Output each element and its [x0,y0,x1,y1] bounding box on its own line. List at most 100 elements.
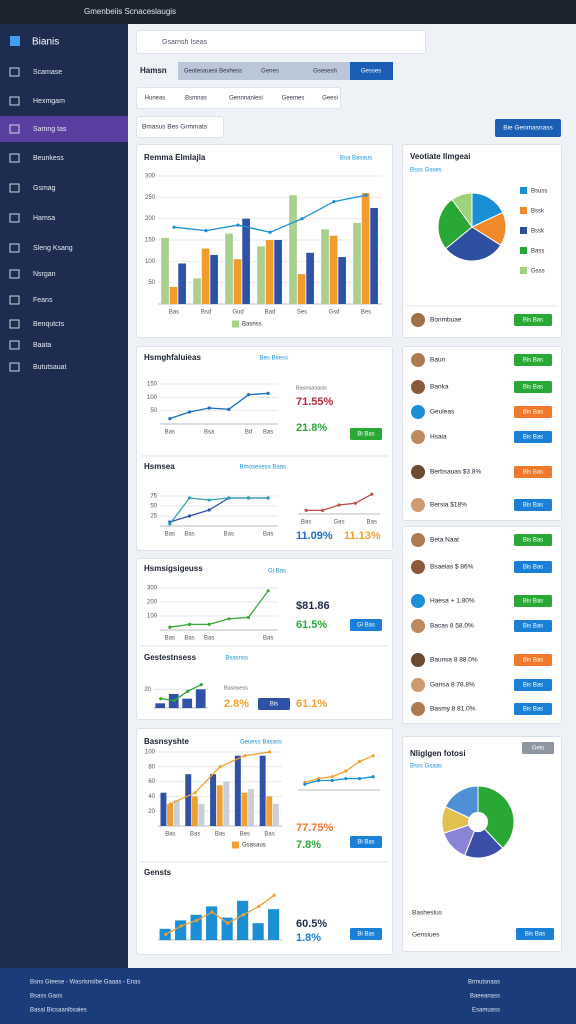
bar [190,914,202,940]
button[interactable] [514,466,552,478]
button[interactable] [350,836,382,848]
avatar [411,594,425,608]
pie-slice [445,226,502,262]
button[interactable] [514,314,552,326]
button-label[interactable]: Bis Bas [523,358,543,364]
stat-label: Basnsasasis [296,385,327,391]
bar [210,774,217,826]
button-label[interactable]: Bis Bas [523,538,543,544]
chart-link[interactable]: Bsss Gsses [410,168,442,174]
nav-item[interactable]: Hexmgam [33,98,65,105]
x-tick-label: Bas [184,532,194,538]
chart-title: Gestestnsess [144,653,197,662]
button[interactable] [514,354,552,366]
search-placeholder[interactable]: Gsarnsh Iseas [162,39,208,46]
footer-link[interactable]: Baeeanass [470,994,500,1000]
button[interactable] [514,534,552,546]
bar [185,774,192,826]
filter-box [136,116,224,138]
button-label[interactable]: Bis Bas [523,503,543,509]
button-label[interactable]: Bi Bas [357,840,374,846]
point [243,754,247,758]
point [266,391,270,395]
chart-link[interactable]: Geuess Basass [240,740,282,746]
tab[interactable]: Gsesesh [313,69,337,75]
tab[interactable]: Genes [261,69,279,75]
button[interactable] [514,703,552,715]
search-bar[interactable] [136,30,426,54]
nav-item[interactable]: Scamase [33,69,62,76]
button[interactable] [258,698,290,710]
button-label[interactable]: Bis Bas [523,683,543,689]
button-label[interactable]: Bis Bas [523,435,543,441]
button[interactable] [522,742,554,754]
button[interactable] [350,428,382,440]
button-label[interactable]: Bi Bas [357,432,374,438]
stat-value: 7.8% [296,839,321,851]
button[interactable] [514,620,552,632]
button[interactable] [514,381,552,393]
button-label[interactable]: Bis Bas [523,707,543,713]
nav-item[interactable]: Beunkess [33,155,64,162]
button-label[interactable]: Bis Bas [523,385,543,391]
button[interactable] [514,499,552,511]
filter[interactable]: Huneas [145,96,166,102]
chart-link[interactable]: Bsa Basaus [340,156,372,162]
button[interactable] [350,619,382,631]
button[interactable] [514,561,552,573]
chart-link[interactable]: Bmosesess Baas [240,465,286,471]
nav-item[interactable]: Benqutcts [33,321,65,328]
bar [225,233,233,304]
chart-link[interactable]: Bsss Gsaas [410,764,442,770]
button[interactable] [514,679,552,691]
nav-item[interactable]: Feans [33,297,53,304]
button-label[interactable]: Bis Bas [523,658,543,664]
filter[interactable]: Geesi [322,96,338,102]
button-label[interactable]: Bis Bas [523,565,543,571]
y-tick-label: 50 [148,280,155,286]
tab[interactable]: Gesses [361,69,381,75]
button-label[interactable]: Bis [270,702,278,708]
bar [274,240,282,304]
action-button-label[interactable]: Bie Genmasnass [503,125,553,132]
button[interactable] [514,431,552,443]
point [218,765,222,769]
nav-item[interactable]: Gsmag [33,185,56,192]
nav-item[interactable]: Sleng Ksang [33,245,73,252]
button-label[interactable]: Bis Bas [523,624,543,630]
chart-link[interactable]: Bes Bsess [260,356,288,362]
button-label[interactable]: Gi Bas [357,623,375,629]
nav-item[interactable]: Nsrgan [33,271,56,278]
avatar [411,678,425,692]
x-tick-label: Bd [245,430,252,436]
button-label[interactable]: Bi Bas [357,932,374,938]
button-label[interactable]: Bis Bas [525,932,545,938]
nav-item[interactable]: Bututsauat [33,364,67,371]
button-label[interactable]: Geis [532,746,544,752]
filter[interactable]: Gennnanlesi [229,96,263,102]
button-label[interactable]: Bis Bas [523,599,543,605]
filter[interactable]: Geemes [282,96,305,102]
bar [241,792,248,826]
nav-item[interactable]: Baata [33,342,51,349]
chart-link[interactable]: Gi Bas [268,569,286,575]
button[interactable] [514,595,552,607]
chart-title: Gensts [144,868,172,877]
button-label[interactable]: Bis Bas [523,410,543,416]
button[interactable] [514,654,552,666]
nav-item[interactable]: Hamsa [33,215,55,222]
tab[interactable]: Geotesauesi Bexhess [184,69,242,75]
y-tick-label: 50 [150,408,157,414]
footer-link[interactable]: Esamuass [472,1008,500,1014]
button[interactable] [516,928,554,940]
footer-link[interactable]: Brmutsnaas [468,980,500,986]
button[interactable] [350,928,382,940]
button-label[interactable]: Bis Bas [523,318,543,324]
action-button[interactable] [495,119,561,137]
button[interactable] [514,406,552,418]
button-label[interactable]: Bis Bas [523,470,543,476]
tab-active[interactable] [350,62,393,80]
nav-item[interactable]: Samng tas [33,126,67,133]
chart-link[interactable]: Bsasnss [225,656,248,662]
filter[interactable]: Bsmnas [185,96,207,102]
